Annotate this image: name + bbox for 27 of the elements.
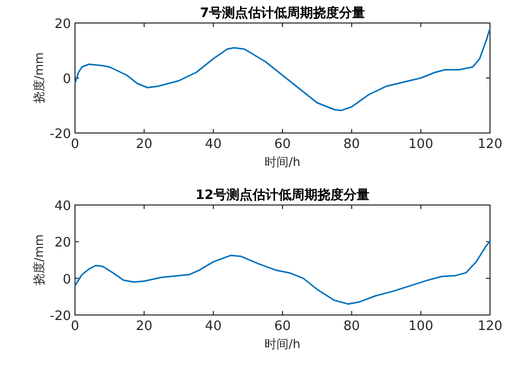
x-tick-label: 120 bbox=[478, 137, 502, 152]
y-tick-label: 20 bbox=[54, 17, 71, 32]
x-tick-label: 100 bbox=[408, 137, 434, 152]
y-tick-label: 40 bbox=[54, 199, 71, 214]
x-tick-label: 20 bbox=[136, 137, 152, 152]
x-tick-label: 80 bbox=[343, 137, 360, 152]
y-axis-title: 挠度/mm bbox=[32, 52, 46, 104]
x-tick-label: 60 bbox=[274, 319, 291, 334]
y-tick-label: -20 bbox=[50, 127, 71, 142]
x-tick-label: 120 bbox=[478, 319, 502, 334]
x-axis-title: 时间/h bbox=[264, 337, 300, 351]
x-tick-label: 100 bbox=[408, 319, 434, 334]
x-tick-label: 40 bbox=[205, 319, 222, 334]
y-axis-title: 挠度/mm bbox=[32, 234, 46, 286]
x-tick-label: 80 bbox=[343, 319, 360, 334]
y-tick-label: 0 bbox=[62, 272, 71, 288]
line-series bbox=[74, 240, 491, 305]
chart-title: 7号测点估计低周期挠度分量 bbox=[200, 5, 366, 21]
x-tick-label: 60 bbox=[274, 137, 291, 152]
y-tick-label: -20 bbox=[50, 309, 71, 324]
x-axis-title: 时间/h bbox=[264, 155, 300, 169]
x-tick-label: 40 bbox=[205, 137, 222, 152]
y-tick-label: 20 bbox=[54, 236, 71, 251]
x-tick-label: 20 bbox=[136, 319, 152, 334]
chart-title: 12号测点估计低周期挠度分量 bbox=[195, 187, 370, 203]
y-tick-label: 0 bbox=[62, 72, 71, 87]
line-series bbox=[74, 28, 491, 112]
